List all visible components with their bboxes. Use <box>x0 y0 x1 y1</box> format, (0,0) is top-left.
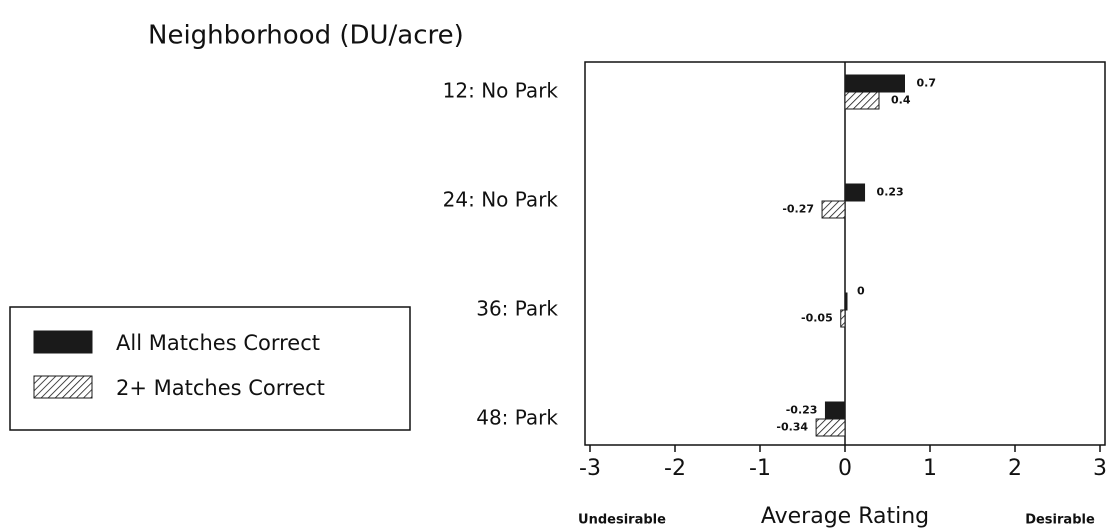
x-tick-label: -1 <box>749 456 771 481</box>
x-tick-label: 0 <box>838 456 852 481</box>
data-label: 0.23 <box>877 186 904 199</box>
bar <box>844 183 866 202</box>
bar <box>844 91 880 110</box>
data-label: -0.05 <box>801 312 833 325</box>
data-label: 0.4 <box>891 94 911 107</box>
bar <box>815 418 846 437</box>
data-label: -0.23 <box>786 404 818 417</box>
chart-title: Neighborhood (DU/acre) <box>148 21 464 51</box>
x-tick-label: -3 <box>579 456 601 481</box>
legend-box <box>9 306 411 431</box>
axis-annotation: Desirable <box>1025 513 1095 528</box>
data-label: 0.7 <box>917 77 937 90</box>
x-tick-label: 2 <box>1008 456 1022 481</box>
y-tick-label: 48: Park <box>476 406 558 430</box>
y-tick-label: 36: Park <box>476 297 558 321</box>
bar <box>821 200 846 219</box>
bar <box>844 74 905 93</box>
data-label: -0.34 <box>776 421 808 434</box>
axis-annotation: Undesirable <box>578 513 666 528</box>
data-label: -0.27 <box>782 203 814 216</box>
legend-swatch <box>33 375 93 399</box>
y-tick-label: 24: No Park <box>443 188 559 212</box>
legend-label: All Matches Correct <box>116 331 320 355</box>
bar <box>824 401 846 420</box>
bar <box>840 309 846 328</box>
x-tick-label: -2 <box>664 456 686 481</box>
data-label: 0 <box>857 285 865 298</box>
legend-label: 2+ Matches Correct <box>116 376 325 400</box>
legend-swatch <box>33 330 93 354</box>
y-tick-label: 12: No Park <box>443 79 559 103</box>
x-axis-label: Average Rating <box>761 504 929 529</box>
bar <box>844 292 848 311</box>
x-tick-label: 3 <box>1093 456 1107 481</box>
x-tick-label: 1 <box>923 456 937 481</box>
